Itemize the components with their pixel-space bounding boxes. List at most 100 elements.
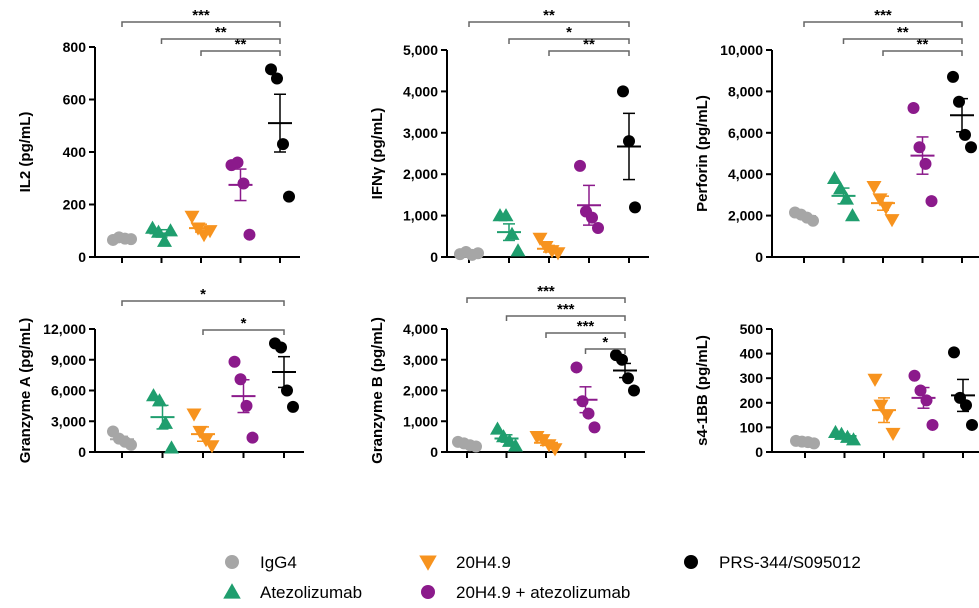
significance-label: **	[583, 36, 595, 53]
data-point	[550, 247, 566, 261]
significance-label: ***	[537, 283, 555, 300]
data-point	[588, 421, 601, 434]
significance-bracket	[584, 348, 626, 354]
data-point	[204, 440, 220, 454]
y-tick-label: 10,000	[720, 42, 763, 58]
significance-label: *	[200, 286, 206, 303]
y-tick-label: 0	[430, 249, 438, 265]
significance-bracket	[202, 329, 285, 335]
legend-item: PRS-344/S095012	[684, 553, 861, 572]
legend-item: 20H4.9	[419, 553, 511, 572]
y-tick-label: 600	[63, 92, 87, 108]
y-tick-label: 8,000	[728, 83, 763, 99]
legend-marker	[419, 555, 437, 571]
y-tick-label: 4,000	[403, 83, 438, 99]
data-point	[490, 421, 505, 435]
significance-bracket	[882, 50, 963, 56]
significance-bracket	[842, 38, 963, 44]
significance-bracket	[548, 50, 630, 56]
data-point	[508, 438, 523, 452]
significance-label: *	[602, 334, 608, 351]
data-point	[920, 394, 933, 407]
data-point	[184, 210, 200, 224]
panel-perforin: 0 2,000 4,000 6,000 8,000 10,000 Perforin (pg/…	[694, 7, 979, 265]
data-point	[157, 233, 172, 247]
data-point	[884, 214, 900, 228]
significance-label: *	[241, 315, 247, 332]
y-tick-label: 100	[740, 419, 764, 435]
data-point	[582, 407, 595, 420]
data-point	[907, 101, 920, 114]
y-tick-label: 3,000	[403, 125, 438, 141]
data-point	[283, 190, 295, 203]
significance-label: **	[235, 36, 247, 53]
y-axis-label: Granzyme A (pg/mL)	[17, 318, 34, 464]
y-tick-label: 400	[63, 144, 87, 160]
y-tick-label: 6,000	[728, 125, 763, 141]
legend-label: 20H4.9 + atezolizumab	[456, 583, 630, 602]
data-point	[926, 418, 939, 431]
data-point	[281, 384, 293, 397]
legend: IgG4 20H4.9 PRS-344/S095012 Atezolizumab 20H…	[223, 553, 861, 602]
panel-s4-1bb: 0 100 200 300 400 500 s4-1BB (pg/mL)	[694, 321, 979, 460]
y-axis-label: Perforin (pg/mL)	[694, 95, 711, 212]
data-point	[152, 393, 167, 407]
data-point	[275, 341, 287, 354]
significance-bracket	[466, 297, 626, 303]
legend-label: PRS-344/S095012	[719, 553, 861, 572]
data-point	[966, 418, 978, 431]
legend-label: Atezolizumab	[260, 583, 362, 602]
data-point	[164, 440, 179, 454]
data-point	[827, 170, 842, 184]
y-tick-label: 9,000	[51, 352, 86, 368]
significance-label: **	[543, 7, 555, 24]
y-tick-label: 5,000	[403, 42, 438, 58]
significance-bracket	[505, 315, 626, 321]
legend-marker	[225, 555, 239, 569]
y-tick-label: 2,000	[403, 166, 438, 182]
data-point	[867, 373, 883, 387]
data-point	[919, 157, 932, 170]
legend-item: 20H4.9 + atezolizumab	[421, 583, 630, 602]
data-point	[237, 177, 250, 190]
y-tick-label: 0	[755, 249, 763, 265]
y-axis-label: IFNγ (pg/mL)	[369, 108, 386, 200]
data-point	[617, 85, 629, 98]
y-tick-label: 300	[740, 370, 764, 386]
significance-label: ***	[874, 7, 892, 24]
data-point	[271, 72, 283, 85]
data-point	[570, 361, 583, 374]
legend-marker	[421, 585, 435, 599]
y-tick-label: 3,000	[403, 352, 438, 368]
data-point	[574, 159, 586, 172]
data-point	[287, 400, 299, 413]
data-point	[243, 228, 256, 241]
data-point	[953, 95, 965, 108]
legend-label: IgG4	[260, 553, 297, 572]
data-point	[913, 141, 926, 154]
data-point	[629, 201, 641, 214]
data-point	[265, 63, 277, 76]
y-axis-label: IL2 (pg/mL)	[17, 112, 34, 193]
significance-bracket	[545, 332, 626, 338]
y-tick-label: 12,000	[43, 321, 86, 337]
y-tick-label: 0	[78, 249, 86, 265]
significance-label: *	[566, 24, 572, 41]
y-tick-label: 800	[63, 39, 87, 55]
significance-label: **	[215, 24, 227, 41]
data-point	[846, 432, 861, 446]
data-point	[879, 409, 895, 423]
data-point	[628, 384, 640, 397]
y-tick-label: 4,000	[728, 166, 763, 182]
data-point	[948, 346, 960, 359]
data-point	[547, 443, 563, 457]
significance-bracket	[200, 50, 281, 56]
data-point	[532, 232, 548, 246]
y-tick-label: 0	[78, 444, 86, 460]
data-point	[504, 226, 520, 240]
legend-label: 20H4.9	[456, 553, 511, 572]
significance-bracket	[121, 300, 285, 306]
y-tick-label: 6,000	[51, 383, 86, 399]
significance-label: ***	[577, 318, 595, 335]
